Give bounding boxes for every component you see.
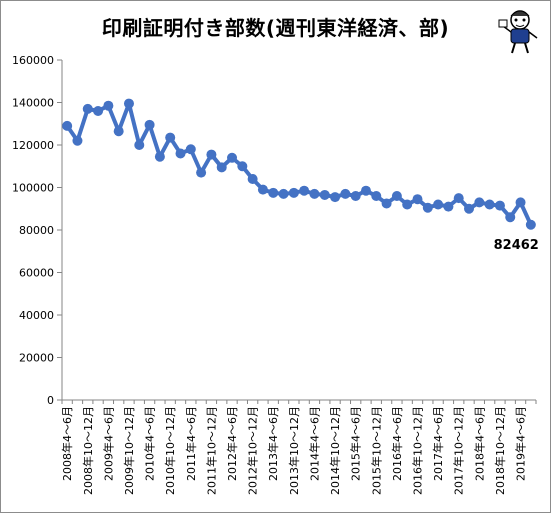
data-point bbox=[247, 174, 258, 184]
x-tick-label: 2015年4～6月 bbox=[349, 406, 363, 481]
x-tick-label: 2010年4～6月 bbox=[143, 406, 157, 481]
data-point bbox=[165, 132, 176, 143]
data-point bbox=[299, 185, 310, 196]
data-point bbox=[309, 188, 320, 199]
data-point bbox=[113, 126, 124, 137]
data-point bbox=[134, 140, 145, 150]
data-point bbox=[350, 191, 361, 201]
x-tick-label: 2009年4～6月 bbox=[101, 406, 115, 481]
data-point bbox=[144, 119, 155, 130]
x-tick-label: 2017年4～6月 bbox=[431, 406, 445, 481]
data-point bbox=[319, 189, 330, 200]
data-point bbox=[123, 98, 134, 109]
data-point bbox=[340, 188, 351, 199]
data-point bbox=[196, 167, 207, 178]
y-tick-label: 120000 bbox=[12, 139, 54, 152]
y-tick-label: 0 bbox=[47, 394, 54, 407]
data-point bbox=[433, 199, 444, 210]
x-tick-label: 2011年4～6月 bbox=[184, 406, 198, 481]
data-point bbox=[278, 188, 289, 199]
data-point bbox=[391, 191, 402, 201]
data-point bbox=[484, 199, 495, 210]
x-tick-label: 2017年10～12月 bbox=[452, 406, 466, 495]
data-point bbox=[175, 148, 186, 159]
y-tick-label: 20000 bbox=[19, 352, 54, 365]
data-point bbox=[443, 201, 454, 212]
data-point bbox=[402, 199, 413, 210]
series-line-group bbox=[62, 98, 536, 230]
x-axis: 2008年4～6月 2008年10～12月 2009年4～6月 2009年10～12月… bbox=[60, 399, 537, 495]
data-point bbox=[185, 144, 196, 155]
data-point bbox=[505, 212, 516, 223]
data-point bbox=[216, 162, 227, 173]
y-tick-label: 60000 bbox=[19, 267, 54, 280]
x-tick-label: 2019年4～6月 bbox=[514, 406, 528, 481]
data-point bbox=[288, 187, 299, 198]
y-axis: 0 20000 40000 60000 80000 100000 120000 140000 1… bbox=[12, 54, 63, 407]
x-tick-label: 2014年10～12月 bbox=[328, 406, 342, 495]
last-value-label: 82462 bbox=[494, 238, 539, 253]
x-tick-label: 2008年10～12月 bbox=[81, 406, 95, 495]
data-point bbox=[412, 194, 423, 205]
data-point bbox=[72, 135, 83, 146]
data-point bbox=[453, 193, 464, 204]
data-point bbox=[82, 103, 93, 114]
x-tick-label: 2010年10～12月 bbox=[163, 406, 177, 495]
series-line bbox=[65, 101, 533, 226]
x-tick-label: 2013年10～12月 bbox=[287, 406, 301, 495]
data-point bbox=[474, 197, 485, 208]
data-point bbox=[93, 106, 104, 116]
x-tick-label: 2012年10～12月 bbox=[246, 406, 260, 495]
data-point bbox=[371, 191, 382, 201]
x-tick-label: 2013年4～6月 bbox=[266, 406, 280, 481]
y-tick-label: 80000 bbox=[19, 224, 54, 237]
data-point bbox=[103, 100, 114, 111]
data-point bbox=[268, 187, 279, 198]
x-tick-label: 2009年10～12月 bbox=[122, 406, 136, 495]
mascot-character-icon bbox=[498, 10, 538, 54]
data-point bbox=[515, 197, 526, 208]
x-tick-label: 2011年10～12月 bbox=[204, 406, 218, 495]
data-point bbox=[464, 203, 475, 214]
x-tick-label: 2018年10～12月 bbox=[493, 406, 507, 495]
y-tick-label: 160000 bbox=[12, 54, 54, 67]
x-tick-label: 2015年10～12月 bbox=[369, 406, 383, 495]
y-tick-label: 40000 bbox=[19, 309, 54, 322]
data-point bbox=[227, 152, 238, 163]
x-tick-label: 2014年4～6月 bbox=[307, 406, 321, 481]
data-point bbox=[525, 219, 536, 230]
x-tick-label: 2018年4～6月 bbox=[472, 406, 486, 481]
data-point bbox=[330, 192, 341, 203]
data-point bbox=[494, 200, 505, 211]
data-point bbox=[381, 198, 392, 209]
data-point bbox=[237, 161, 248, 172]
y-tick-label: 100000 bbox=[12, 182, 54, 195]
data-point bbox=[206, 149, 217, 160]
data-point bbox=[154, 151, 165, 162]
x-tick-label: 2008年4～6月 bbox=[60, 406, 74, 481]
data-label-group: 82462 bbox=[494, 238, 539, 253]
data-point bbox=[62, 120, 73, 131]
data-point bbox=[360, 185, 371, 196]
x-tick-label: 2012年4～6月 bbox=[225, 406, 239, 481]
data-point bbox=[422, 202, 433, 213]
y-tick-label: 140000 bbox=[12, 97, 54, 110]
x-tick-label: 2016年4～6月 bbox=[390, 406, 404, 481]
x-tick-label: 2016年10～12月 bbox=[411, 406, 425, 495]
chart-title: 印刷証明付き部数(週刊東洋経済、部) bbox=[101, 16, 450, 40]
data-point bbox=[257, 184, 268, 195]
